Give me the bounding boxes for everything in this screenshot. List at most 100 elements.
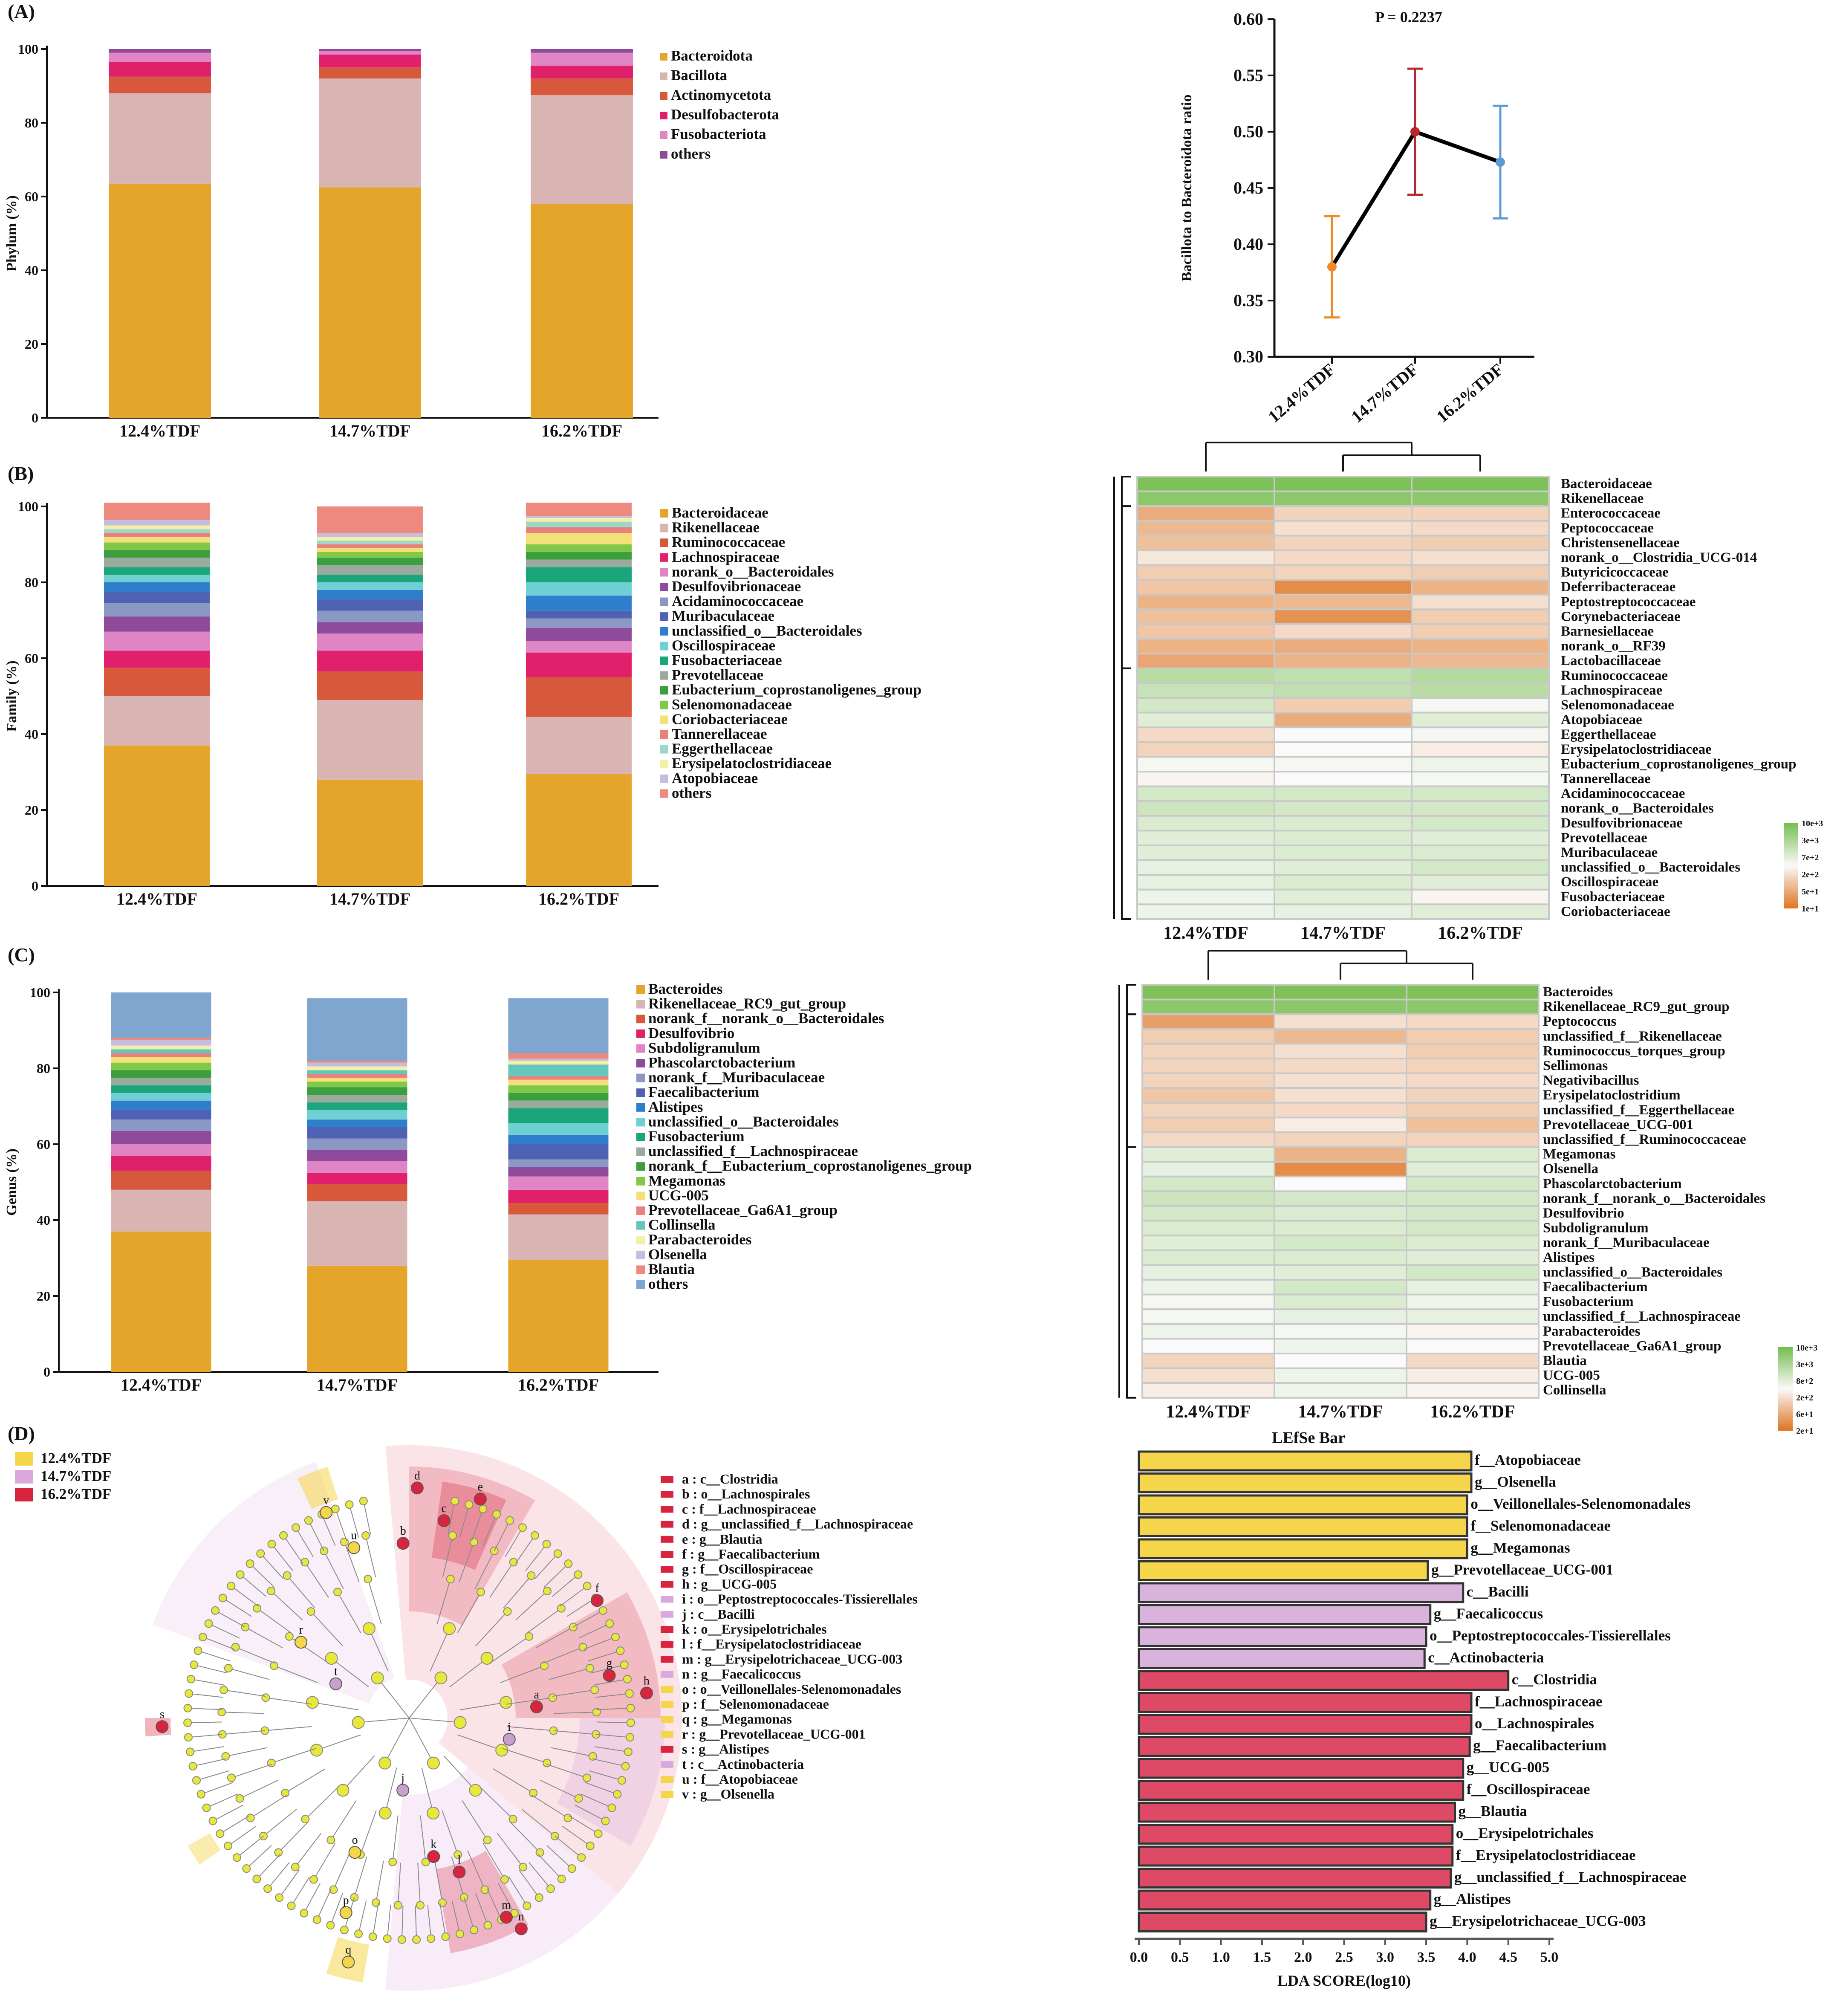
bar-megamonas — [111, 1062, 211, 1070]
legend-label-unclassified-o-bacteroidales: unclassified_o__Bacteroidales — [672, 622, 862, 639]
tree-node — [364, 1575, 373, 1584]
legend-swatch-norank-f-eubacterium-coprostanoligenes-group — [636, 1162, 645, 1171]
row-label-ruminococcus-torques-group: Ruminococcus_torques_group — [1543, 1043, 1725, 1059]
tree-branch — [367, 1579, 382, 1624]
legend-swatch-fusobacteriaceae — [660, 657, 668, 665]
tree-node — [283, 1571, 292, 1580]
row-label-peptococcaceae: Peptococcaceae — [1561, 521, 1654, 536]
legend-swatch-ruminococcaceae — [660, 538, 668, 547]
tree-node — [446, 1575, 455, 1584]
row-label-eubacterium-coprostanoligenes-group: Eubacterium_coprostanoligenes_group — [1561, 756, 1796, 772]
clade-node-v — [320, 1506, 333, 1519]
tree-branch — [295, 1833, 322, 1868]
heat-cell — [1274, 1146, 1407, 1163]
heat-cell — [1274, 830, 1412, 847]
tree-node — [333, 1588, 342, 1597]
tree-node — [508, 1815, 517, 1824]
tree-node — [594, 1829, 603, 1838]
clade-node-letter: u — [351, 1529, 357, 1542]
tree-branch — [291, 1877, 310, 1906]
row-label-blautia: Blautia — [1543, 1353, 1587, 1368]
heat-cell — [1406, 1058, 1540, 1074]
tree-branch — [430, 1628, 450, 1672]
heat-cell — [1141, 1102, 1275, 1119]
tree-branch — [596, 1707, 631, 1710]
tree-node — [469, 1538, 478, 1547]
y-tick-label: 0.50 — [1233, 122, 1263, 141]
lda-bar-f-atopobiaceae — [1138, 1450, 1473, 1472]
scale-gradient-step — [1784, 889, 1798, 891]
clade-legend-swatch — [661, 1746, 673, 1753]
heat-cell — [1274, 756, 1412, 773]
legend-label-desulfovibrionaceae: Desulfovibrionaceae — [672, 578, 801, 595]
tree-node — [185, 1689, 194, 1698]
heat-cell — [1274, 550, 1412, 566]
tree-branch — [330, 1893, 343, 1926]
heat-cell — [1406, 1279, 1540, 1296]
tree-branch — [198, 1650, 231, 1662]
row-label-sellimonas: Sellimonas — [1543, 1058, 1608, 1073]
heat-cell — [1136, 903, 1275, 920]
heat-cell — [1274, 1338, 1407, 1354]
lda-bar-label: g__Faecalicoccus — [1434, 1605, 1543, 1622]
heat-cell — [1406, 1043, 1540, 1059]
heat-cell — [1141, 1367, 1275, 1384]
tree-branch — [489, 1562, 514, 1598]
tree-branch — [475, 1611, 508, 1646]
tree-node — [232, 1853, 241, 1862]
lda-bar-label: o__Lachnospirales — [1475, 1715, 1594, 1732]
tree-branch — [188, 1734, 222, 1738]
legend-swatch-oscillospiraceae — [660, 642, 668, 651]
bar-tannerellaceae — [526, 527, 632, 533]
scale-gradient-step — [1784, 840, 1798, 842]
bar-ucg-005 — [508, 1079, 609, 1086]
scale-gradient-step — [1778, 1417, 1793, 1420]
bar-desulfobacterota — [319, 54, 421, 68]
bar-phascolarctobacterium — [508, 1167, 609, 1177]
heat-cell — [1141, 1308, 1275, 1325]
bar-muribaculaceae — [526, 610, 632, 619]
heat-cell — [1274, 1220, 1407, 1237]
heat-cell — [1274, 984, 1407, 1001]
bar-actinomycetota — [531, 78, 633, 95]
tree-node — [535, 1848, 544, 1857]
tree-node — [383, 1934, 392, 1943]
tree-node — [261, 1693, 270, 1702]
lda-bar-label: g__Faecalibacterium — [1473, 1737, 1606, 1754]
tree-branch — [349, 1504, 359, 1538]
tree-node — [304, 1516, 313, 1525]
tree-branch — [521, 1809, 555, 1837]
tree-branch — [474, 1550, 495, 1589]
clade-legend-label: d : g__unclassified_f__Lachnospiraceae — [682, 1516, 913, 1532]
scale-gradient-step — [1778, 1372, 1793, 1375]
bar-desulfobacterota — [531, 65, 633, 79]
heat-cell — [1406, 1323, 1540, 1340]
tree-node — [427, 1756, 440, 1770]
tree-branch — [250, 1795, 287, 1819]
tree-branch — [321, 1514, 336, 1546]
heat-cell — [1141, 1087, 1275, 1104]
tree-node — [451, 1497, 459, 1506]
legend-label-eggerthellaceae: Eggerthellaceae — [672, 740, 773, 757]
heat-cell — [1274, 741, 1412, 758]
tree-node — [509, 1558, 518, 1567]
tree-node — [326, 1836, 335, 1845]
heat-cell — [1136, 535, 1275, 552]
scale-label: 5e+1 — [1802, 887, 1819, 897]
tree-node — [306, 1607, 315, 1616]
tree-node — [427, 1807, 440, 1820]
bar-unclassified-o-bacteroidales — [111, 1093, 211, 1101]
bar-others — [109, 49, 211, 53]
tree-branch — [263, 1809, 297, 1837]
bar-bacillota — [109, 93, 211, 184]
scale-gradient-step — [1784, 844, 1798, 847]
heat-cell — [1411, 550, 1550, 566]
tree-node — [574, 1570, 583, 1579]
tree-branch — [222, 1597, 252, 1617]
scale-gradient-step — [1778, 1378, 1793, 1381]
tree-branch — [372, 1903, 379, 1937]
x-tick-label: 16.2%TDF — [1433, 359, 1507, 426]
row-label-unclassified-f-lachnospiraceae: unclassified_f__Lachnospiraceae — [1543, 1309, 1741, 1324]
group-legend-label: 16.2%TDF — [40, 1486, 111, 1502]
row-label-collinsella: Collinsella — [1543, 1383, 1606, 1398]
